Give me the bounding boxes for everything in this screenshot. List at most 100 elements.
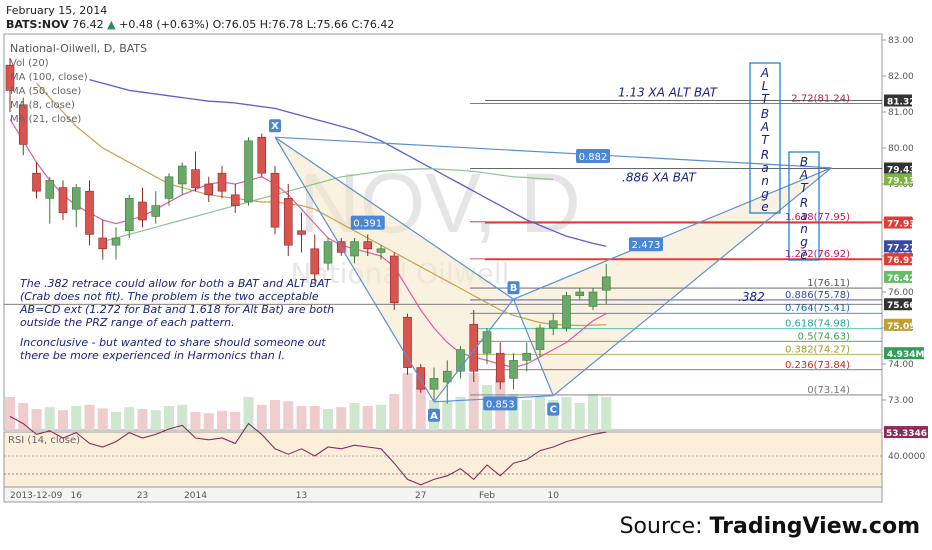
candle-body [177,165,187,185]
fib-label: 1(76.11) [807,278,850,289]
candle-body [403,316,412,368]
price-tick-label: 83.00 [888,36,914,46]
ma8-line [9,118,607,369]
candle-body [588,291,598,307]
chart-title: National-Oilwell, D, BATS [10,42,147,55]
rsi-tag-label: 53.3346 [886,429,927,439]
candle-body [204,183,214,196]
alt-bat-range-box [749,62,781,214]
candle-body [18,104,28,145]
pattern-leg [274,136,435,403]
candle-body [575,291,585,296]
candle-body [310,248,320,275]
volume-bar [468,373,479,430]
indicator-legend: MA (50, close) [10,86,81,97]
time-tick-label: Feb [479,491,495,501]
candle-body [548,320,558,329]
volume-bar [336,407,347,430]
volume-bar [243,397,254,430]
candle-body [138,201,147,221]
candle-body [376,248,386,253]
fib-label: 0.886(75.78) [785,290,850,301]
bat-range-box [788,151,820,261]
candle-body [191,169,200,188]
fib-label: 2.72(81.24) [791,93,850,104]
rsi-tick-label: 40.0000 [888,452,925,462]
candle-body [32,172,41,192]
rsi-line [9,415,607,486]
candle-body [71,187,81,210]
candle-body [469,324,479,372]
candle-body [442,370,452,383]
volume-bar [18,403,29,430]
volume-bar [588,394,598,430]
bcd-triangle [513,167,832,396]
volume-bar [376,404,386,430]
price-tag-label: 76.91 [887,256,915,266]
price-tag-label: 76.42 [887,274,915,284]
fib-label: 0.382(74.27) [785,344,850,355]
candle-body [58,187,68,214]
pattern-badge [428,408,440,422]
note-1-line: outside the PRZ range of each pattern. [20,316,235,329]
indicator-legend: MA (100, close) [10,72,88,83]
volume-bar [601,397,612,430]
volume-bar [111,412,121,430]
price-tag-label: 4.934M [887,350,924,360]
price-tag [884,270,912,283]
symbol: BATS:NOV [6,18,69,31]
note-2-line: there be more experienced in Harmonics t… [20,349,285,362]
volume-bar [124,407,135,430]
volume-bar [71,406,82,430]
candle-body [429,378,439,390]
low-value: L:75.66 [306,18,349,31]
price-tag-label: 79.43 [887,166,915,176]
volume-bar [508,394,519,430]
price-tag-label: 77.27 [887,243,915,253]
ratio-label: 2.473 [632,240,661,251]
price-tag-label: 75.66 [887,301,915,311]
volume-bar [442,401,453,430]
volume-bar [84,404,95,430]
chart-date: February 15, 2014 [6,4,108,17]
volume-bar [58,410,68,430]
volume-bar [177,404,188,430]
volume-bar [230,412,241,430]
note-1-line: AB=CD ext (1.272 for Bat and 1.618 for A… [19,303,334,316]
time-tick-label: 2014 [184,491,207,501]
pattern-leg [552,167,832,397]
indicator-legend: Vol (20) [10,58,49,69]
rsi-pane [3,431,883,488]
pattern-badge [547,402,560,416]
time-tick-label: 23 [137,491,148,501]
candle-body [416,367,426,390]
volume-bar [574,403,585,430]
volume-bar [561,397,572,430]
candle-body [230,194,240,206]
time-tick-label: 2013-12-09 [10,491,63,501]
pattern-leg [274,136,832,169]
volume-bar [283,401,294,430]
fib-label: 0.5(74.63) [798,331,850,342]
alt-bat-label: 1.13 XA ALT BAT [618,85,719,99]
candle-body [257,136,267,174]
pattern-leg [513,167,832,300]
price-tick-label: 82.00 [888,72,914,82]
price-tag-label: 79.13 [887,176,915,186]
volume-bar [203,413,214,430]
fib-label: 0.618(74.98) [785,319,850,330]
time-tick-label: 10 [548,491,560,501]
note-1-line: The .382 retrace could allow for both a … [20,277,332,290]
candle-body [601,276,611,291]
fib-label: 1.618(77.95) [785,212,850,223]
indicator-legend: MA (21, close) [10,114,81,125]
time-tick-label: 16 [71,491,83,501]
xa-bat-label: .886 XA BAT [622,170,697,184]
fib-label: 0.764(75.41) [785,303,850,314]
price-tag [884,347,924,360]
candle-body [456,349,465,372]
